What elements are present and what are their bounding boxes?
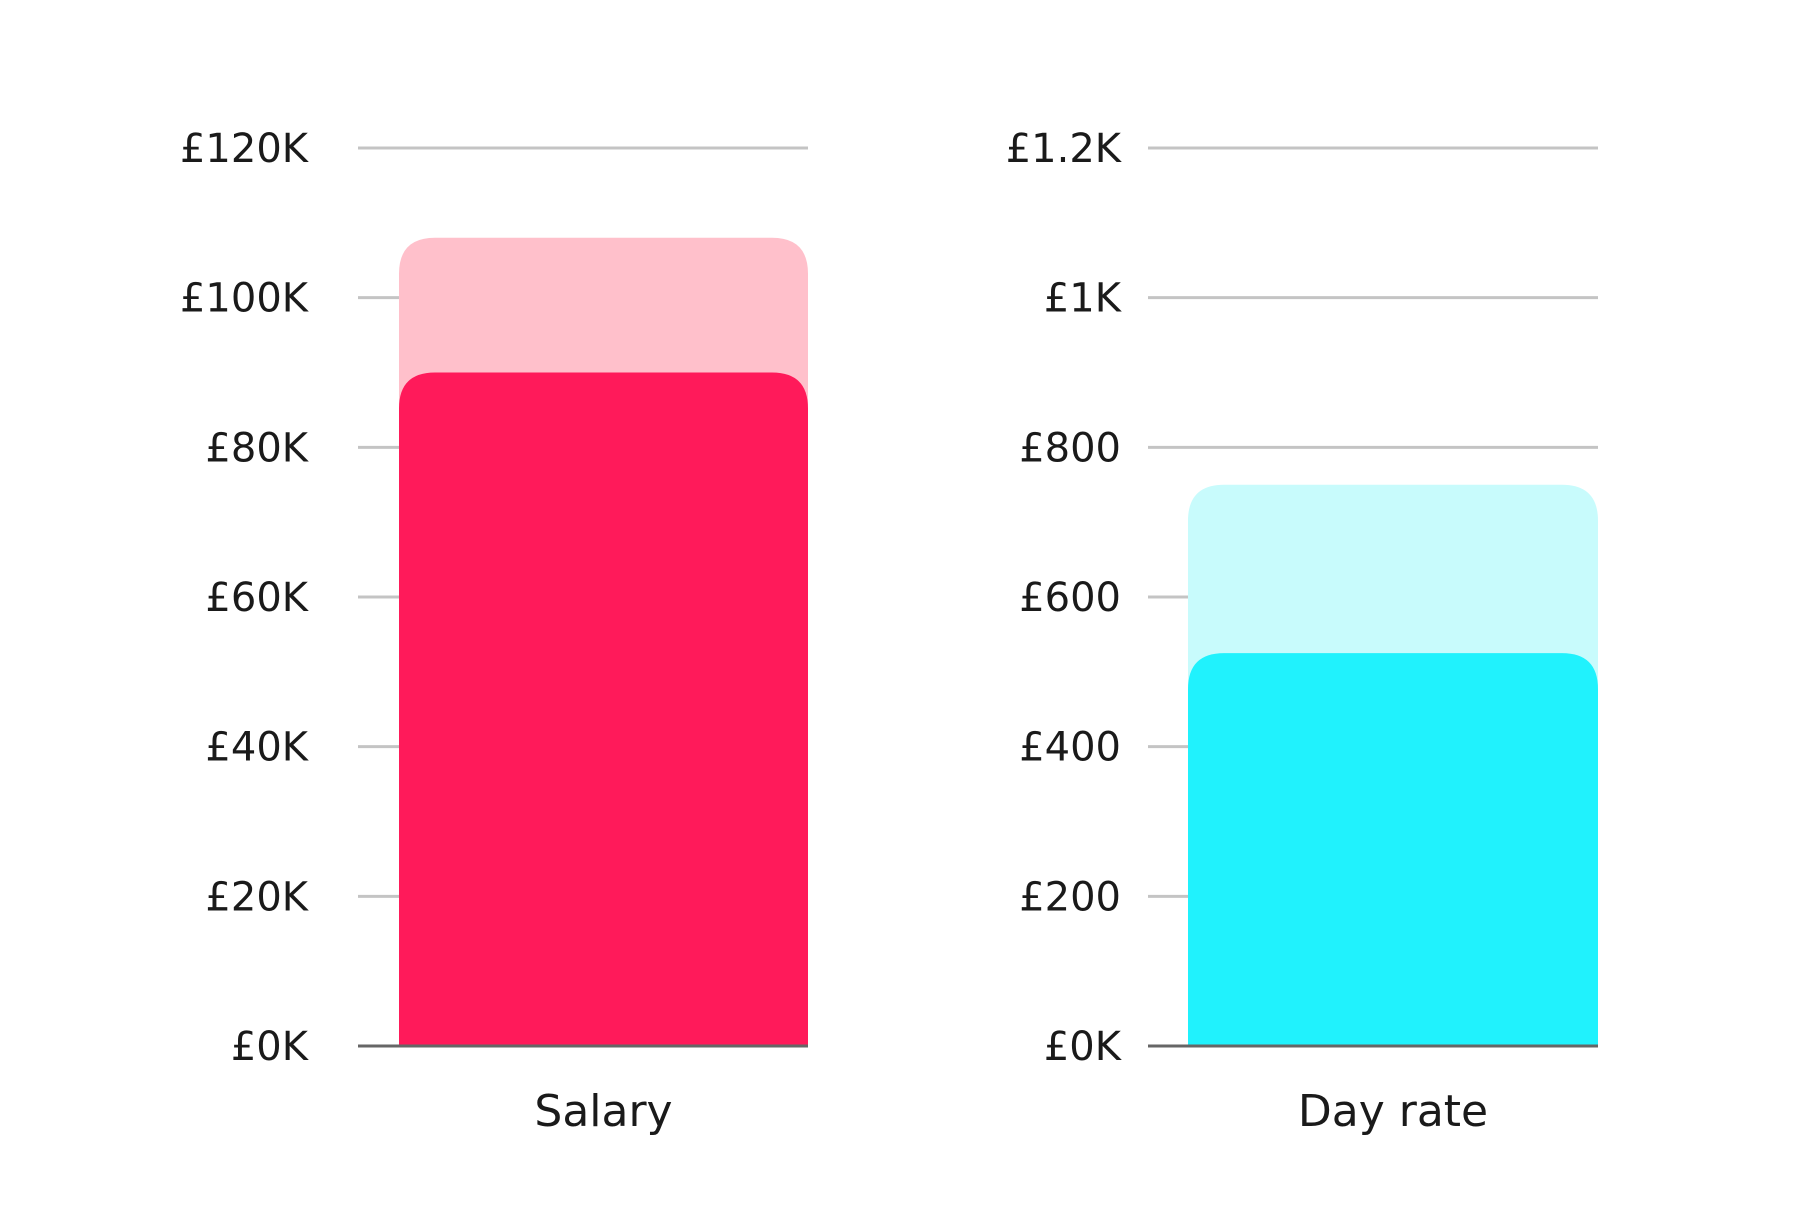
salary-bar-foreground	[399, 372, 808, 1045]
day-rate-ytick-label: £400	[1019, 725, 1121, 771]
day-rate-bar-foreground	[1188, 653, 1598, 1045]
salary-ytick-label: £120K	[180, 126, 310, 172]
day-rate-ytick-label: £1.2K	[1006, 126, 1123, 172]
salary-ytick-label: £20K	[205, 874, 309, 920]
salary-ytick-label: £0K	[231, 1024, 310, 1070]
salary-ytick-label: £40K	[205, 725, 309, 771]
salary-ytick-label: £80K	[205, 425, 309, 471]
day-rate-ytick-label: £800	[1019, 425, 1121, 471]
day-rate-category-label: Day rate	[1298, 1086, 1488, 1137]
salary-ytick-label: £100K	[180, 276, 310, 322]
day-rate-ytick-label: £1K	[1044, 276, 1123, 322]
salary-category-label: Salary	[534, 1086, 672, 1137]
day-rate-ytick-label: £200	[1019, 874, 1121, 920]
day-rate-ytick-label: £0K	[1044, 1024, 1123, 1070]
day-rate-ytick-label: £600	[1019, 575, 1121, 621]
salary-ytick-label: £60K	[205, 575, 309, 621]
